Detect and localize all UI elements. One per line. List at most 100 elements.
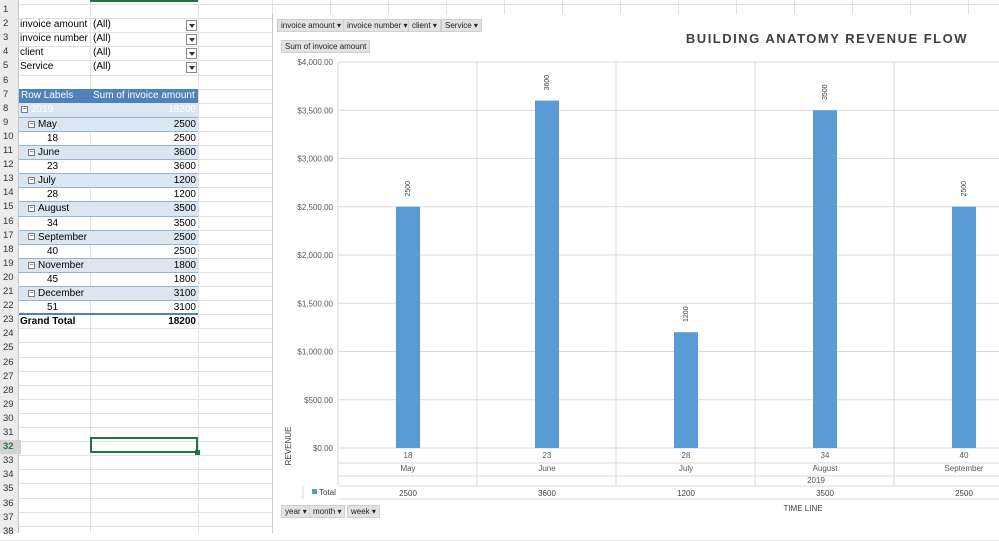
axis-field-button-label: month [313, 507, 336, 516]
dropdown-arrow-icon: ▾ [401, 21, 408, 30]
pivot-year-row[interactable]: −2019 18200 [19, 102, 198, 117]
column-gridline [620, 0, 621, 15]
row-number[interactable]: 6 [3, 74, 9, 86]
column-gridline [272, 0, 273, 15]
column-gridline [968, 0, 969, 15]
row-number[interactable]: 24 [3, 328, 14, 340]
chart-field-button[interactable]: client ▾ [408, 19, 441, 32]
row-label: − May [28, 118, 57, 132]
filter-dropdown-button[interactable] [186, 61, 197, 73]
pivot-week-row[interactable]: 18 2500 [19, 130, 198, 146]
grand-total-row: Grand Total 18200 [19, 313, 198, 329]
filter-dropdown-button[interactable] [186, 33, 197, 45]
column-gridline [910, 0, 911, 15]
collapse-icon[interactable]: − [28, 120, 35, 128]
row-number[interactable]: 31 [3, 427, 14, 438]
row-label: − July [28, 174, 56, 188]
row-number[interactable]: 16 [3, 215, 14, 227]
dropdown-arrow-icon: ▾ [471, 21, 478, 30]
row-number[interactable]: 10 [3, 130, 14, 142]
pivot-week-row[interactable]: 45 1800 [19, 271, 198, 287]
row-number[interactable]: 20 [3, 271, 14, 283]
row-number[interactable]: 34 [3, 469, 14, 481]
collapse-icon[interactable]: − [28, 289, 35, 297]
axis-field-button[interactable]: year ▾ [281, 505, 311, 518]
pivot-month-row[interactable]: − May 2500 [19, 116, 198, 132]
row-label-text: 28 [47, 189, 59, 201]
column-gridline [794, 0, 795, 15]
row-number[interactable]: 35 [3, 483, 14, 495]
x-month-label: August [813, 464, 839, 473]
pivot-week-row[interactable]: 40 2500 [19, 243, 198, 259]
selected-cell[interactable] [90, 437, 200, 455]
collapse-icon[interactable]: − [28, 261, 35, 269]
row-number[interactable]: 1 [3, 4, 9, 15]
row-number[interactable]: 8 [3, 102, 9, 114]
row-number[interactable]: 12 [3, 159, 14, 171]
row-label: − August [28, 202, 69, 216]
row-number[interactable]: 4 [3, 46, 9, 58]
collapse-icon[interactable]: − [28, 233, 35, 241]
pivot-week-row[interactable]: 28 1200 [19, 187, 198, 202]
pivot-week-row[interactable]: 51 3100 [19, 300, 198, 315]
row-number[interactable]: 36 [3, 497, 14, 509]
row-number[interactable]: 38 [3, 525, 14, 537]
row-number[interactable]: 18 [3, 243, 14, 255]
collapse-icon[interactable]: − [28, 205, 35, 213]
collapse-icon[interactable]: − [28, 177, 35, 185]
value-field-button[interactable]: Sum of invoice amount [281, 40, 371, 53]
filter-dropdown-button[interactable] [186, 19, 197, 31]
row-number[interactable]: 28 [3, 384, 14, 396]
x-category-label: 23 [543, 451, 552, 460]
row-number[interactable]: 26 [3, 356, 14, 368]
chart-field-button[interactable]: Service ▾ [441, 19, 482, 32]
pivot-month-row[interactable]: − August 3500 [19, 201, 198, 217]
pivot-month-row[interactable]: − November 1800 [19, 257, 198, 273]
row-number[interactable]: 11 [3, 145, 13, 156]
collapse-icon[interactable]: − [28, 148, 35, 156]
row-number[interactable]: 19 [3, 257, 14, 269]
collapse-icon[interactable]: − [21, 105, 28, 113]
pivot-week-row[interactable]: 34 3500 [19, 215, 198, 231]
bar [813, 110, 837, 448]
row-number[interactable]: 2 [3, 18, 9, 30]
row-labels-header[interactable]: Row Labels [21, 89, 74, 101]
axis-field-button[interactable]: month ▾ [309, 505, 346, 518]
row-number[interactable]: 7 [3, 88, 9, 100]
pivot-month-row[interactable]: − December 3100 [19, 286, 198, 301]
chart-field-button[interactable]: invoice amount ▾ [277, 19, 346, 32]
pivot-week-row[interactable]: 23 3600 [19, 159, 198, 174]
year-value: 18200 [168, 103, 196, 115]
pivot-month-row[interactable]: − September 2500 [19, 229, 198, 245]
row-label-text: July [38, 175, 56, 187]
pivot-header-row: Row Labels Sum of invoice amount [19, 88, 198, 103]
column-gridline [198, 0, 199, 533]
row-number[interactable]: 22 [3, 300, 14, 312]
grand-total-value: 18200 [168, 316, 196, 328]
pivot-chart[interactable]: invoice amount ▾ invoice number ▾ client ▾… [272, 14, 999, 533]
x-year-label: 2019 [807, 476, 825, 485]
row-number[interactable]: 25 [3, 342, 14, 354]
row-number[interactable]: 13 [3, 173, 14, 185]
row-number[interactable]: 33 [3, 455, 14, 467]
row-number[interactable]: 14 [3, 187, 14, 199]
pivot-month-row[interactable]: − July 1200 [19, 173, 198, 189]
row-number[interactable]: 5 [3, 60, 9, 72]
row-number[interactable]: 17 [3, 229, 14, 241]
row-number[interactable]: 9 [3, 116, 9, 128]
row-number[interactable]: 27 [3, 370, 14, 382]
row-number[interactable]: 32 [0, 440, 21, 455]
filter-dropdown-button[interactable] [186, 47, 197, 59]
row-number[interactable]: 15 [3, 201, 14, 213]
pivot-month-row[interactable]: − June 3600 [19, 145, 198, 160]
row-label: 28 [47, 188, 58, 202]
axis-field-button[interactable]: week ▾ [347, 505, 380, 518]
row-number[interactable]: 23 [3, 314, 14, 326]
row-number[interactable]: 37 [3, 511, 14, 523]
row-number[interactable]: 21 [3, 286, 14, 297]
row-number[interactable]: 3 [3, 32, 9, 44]
row-number[interactable]: 29 [3, 398, 14, 410]
row-label-text: August [38, 203, 70, 215]
row-label: 23 [47, 160, 58, 174]
row-number[interactable]: 30 [3, 412, 14, 424]
